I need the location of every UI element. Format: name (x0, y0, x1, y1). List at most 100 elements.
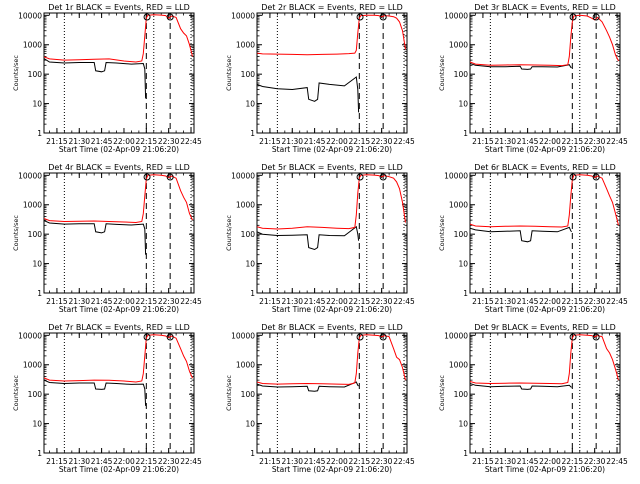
x-tick-label: 22:00 (113, 457, 135, 466)
lld-series-line (470, 174, 619, 228)
x-tick-label: 21:30 (494, 297, 516, 306)
x-axis-label: Start Time (02-Apr-09 21:06:20) (59, 305, 179, 314)
y-tick-label: 10 (32, 420, 42, 429)
top-marker-circle (356, 13, 364, 21)
detector-panel: Det 2r BLACK = Events, RED = LLD 1 10 100 10… (225, 3, 415, 154)
x-tick-label: 21:30 (281, 297, 303, 306)
panel-title: Det 1r BLACK = Events, RED = LLD (48, 3, 190, 12)
x-tick-label: 21:15 (259, 297, 281, 306)
y-tick-label: 10 (32, 260, 42, 269)
y-tick-label: 100 (454, 70, 469, 79)
lld-series-line (257, 14, 406, 56)
x-axis-label: Start Time (02-Apr-09 21:06:20) (59, 465, 179, 474)
x-tick-label: 22:45 (393, 457, 415, 466)
x-tick-label: 21:30 (68, 457, 90, 466)
x-tick-label: 21:15 (259, 457, 281, 466)
y-axis-label: Counts/sec (438, 55, 446, 91)
panel-title: Det 9r BLACK = Events, RED = LLD (474, 323, 616, 332)
x-tick-label: 22:15 (349, 297, 371, 306)
detector-panel: Det 6r BLACK = Events, RED = LLD 1 10 100 10… (438, 163, 628, 314)
x-axis-label: Start Time (02-Apr-09 21:06:20) (272, 465, 392, 474)
x-tick-label: 21:15 (46, 137, 68, 146)
y-axis-label: Counts/sec (438, 215, 446, 251)
y-tick-label: 10000 (444, 11, 468, 20)
x-tick-label: 22:30 (158, 297, 180, 306)
x-tick-label: 21:45 (517, 297, 539, 306)
x-tick-label: 22:15 (562, 297, 584, 306)
x-tick-label: 22:30 (158, 457, 180, 466)
y-tick-label: 1 (463, 129, 468, 138)
top-marker-circle (356, 173, 364, 181)
plot-frame (256, 332, 408, 454)
x-tick-label: 22:00 (539, 297, 561, 306)
y-tick-label: 100 (454, 390, 469, 399)
y-tick-label: 100 (241, 70, 256, 79)
x-tick-label: 22:00 (113, 137, 135, 146)
x-tick-label: 21:45 (517, 457, 539, 466)
panel-title: Det 4r BLACK = Events, RED = LLD (48, 163, 190, 172)
y-tick-label: 1 (463, 449, 468, 458)
x-tick-label: 22:45 (180, 297, 202, 306)
plot-frame (43, 12, 195, 134)
x-tick-label: 22:00 (326, 457, 348, 466)
top-marker-circle (356, 333, 364, 341)
x-axis-label: Start Time (02-Apr-09 21:06:20) (272, 305, 392, 314)
x-tick-label: 21:30 (281, 457, 303, 466)
y-tick-label: 10000 (231, 11, 255, 20)
x-tick-label: 21:30 (494, 457, 516, 466)
x-tick-label: 21:45 (91, 297, 113, 306)
top-marker-circle (592, 333, 600, 341)
x-tick-label: 22:00 (326, 297, 348, 306)
y-tick-label: 10 (245, 100, 255, 109)
x-tick-label: 21:45 (91, 137, 113, 146)
x-tick-label: 21:15 (46, 457, 68, 466)
x-tick-label: 22:30 (371, 297, 393, 306)
lld-series-line (44, 174, 193, 224)
plot-frame (469, 12, 621, 134)
y-tick-label: 1000 (236, 41, 255, 50)
top-marker-circle (592, 173, 600, 181)
plot-frame (469, 172, 621, 294)
top-marker-circle (379, 173, 387, 181)
detector-panel: Det 9r BLACK = Events, RED = LLD 1 10 100 10… (438, 323, 628, 474)
y-axis-label: Counts/sec (438, 375, 446, 411)
y-tick-label: 1000 (23, 361, 42, 370)
detector-panel: Det 5r BLACK = Events, RED = LLD 1 10 100 10… (225, 163, 415, 314)
x-tick-label: 21:15 (472, 297, 494, 306)
events-series-line (257, 225, 360, 251)
y-tick-label: 100 (28, 70, 43, 79)
x-tick-label: 21:30 (68, 297, 90, 306)
y-tick-label: 10000 (231, 171, 255, 180)
x-tick-label: 22:15 (562, 137, 584, 146)
x-tick-label: 22:15 (136, 457, 158, 466)
panel-title: Det 7r BLACK = Events, RED = LLD (48, 323, 190, 332)
x-tick-label: 22:45 (606, 457, 628, 466)
top-marker-circle (379, 13, 387, 21)
events-series-line (44, 220, 147, 255)
x-tick-label: 21:15 (46, 297, 68, 306)
y-tick-label: 10 (458, 100, 468, 109)
x-tick-label: 22:30 (584, 137, 606, 146)
x-tick-label: 22:00 (539, 137, 561, 146)
lld-series-line (470, 14, 619, 67)
x-tick-label: 22:30 (584, 297, 606, 306)
x-tick-label: 22:45 (393, 297, 415, 306)
top-marker-circle (143, 13, 151, 21)
y-tick-label: 100 (241, 230, 256, 239)
x-tick-label: 21:45 (304, 297, 326, 306)
y-tick-label: 10000 (444, 171, 468, 180)
panel-title: Det 6r BLACK = Events, RED = LLD (474, 163, 616, 172)
x-tick-label: 22:45 (606, 137, 628, 146)
y-tick-label: 1000 (449, 361, 468, 370)
y-tick-label: 10000 (18, 11, 42, 20)
x-tick-label: 22:00 (326, 137, 348, 146)
lld-series-line (257, 334, 406, 385)
y-tick-label: 10 (245, 260, 255, 269)
x-tick-label: 22:00 (539, 457, 561, 466)
y-axis-label: Counts/sec (225, 55, 233, 91)
top-marker-circle (166, 173, 174, 181)
x-tick-label: 21:15 (259, 137, 281, 146)
top-marker-circle (143, 333, 151, 341)
x-tick-label: 22:45 (606, 297, 628, 306)
